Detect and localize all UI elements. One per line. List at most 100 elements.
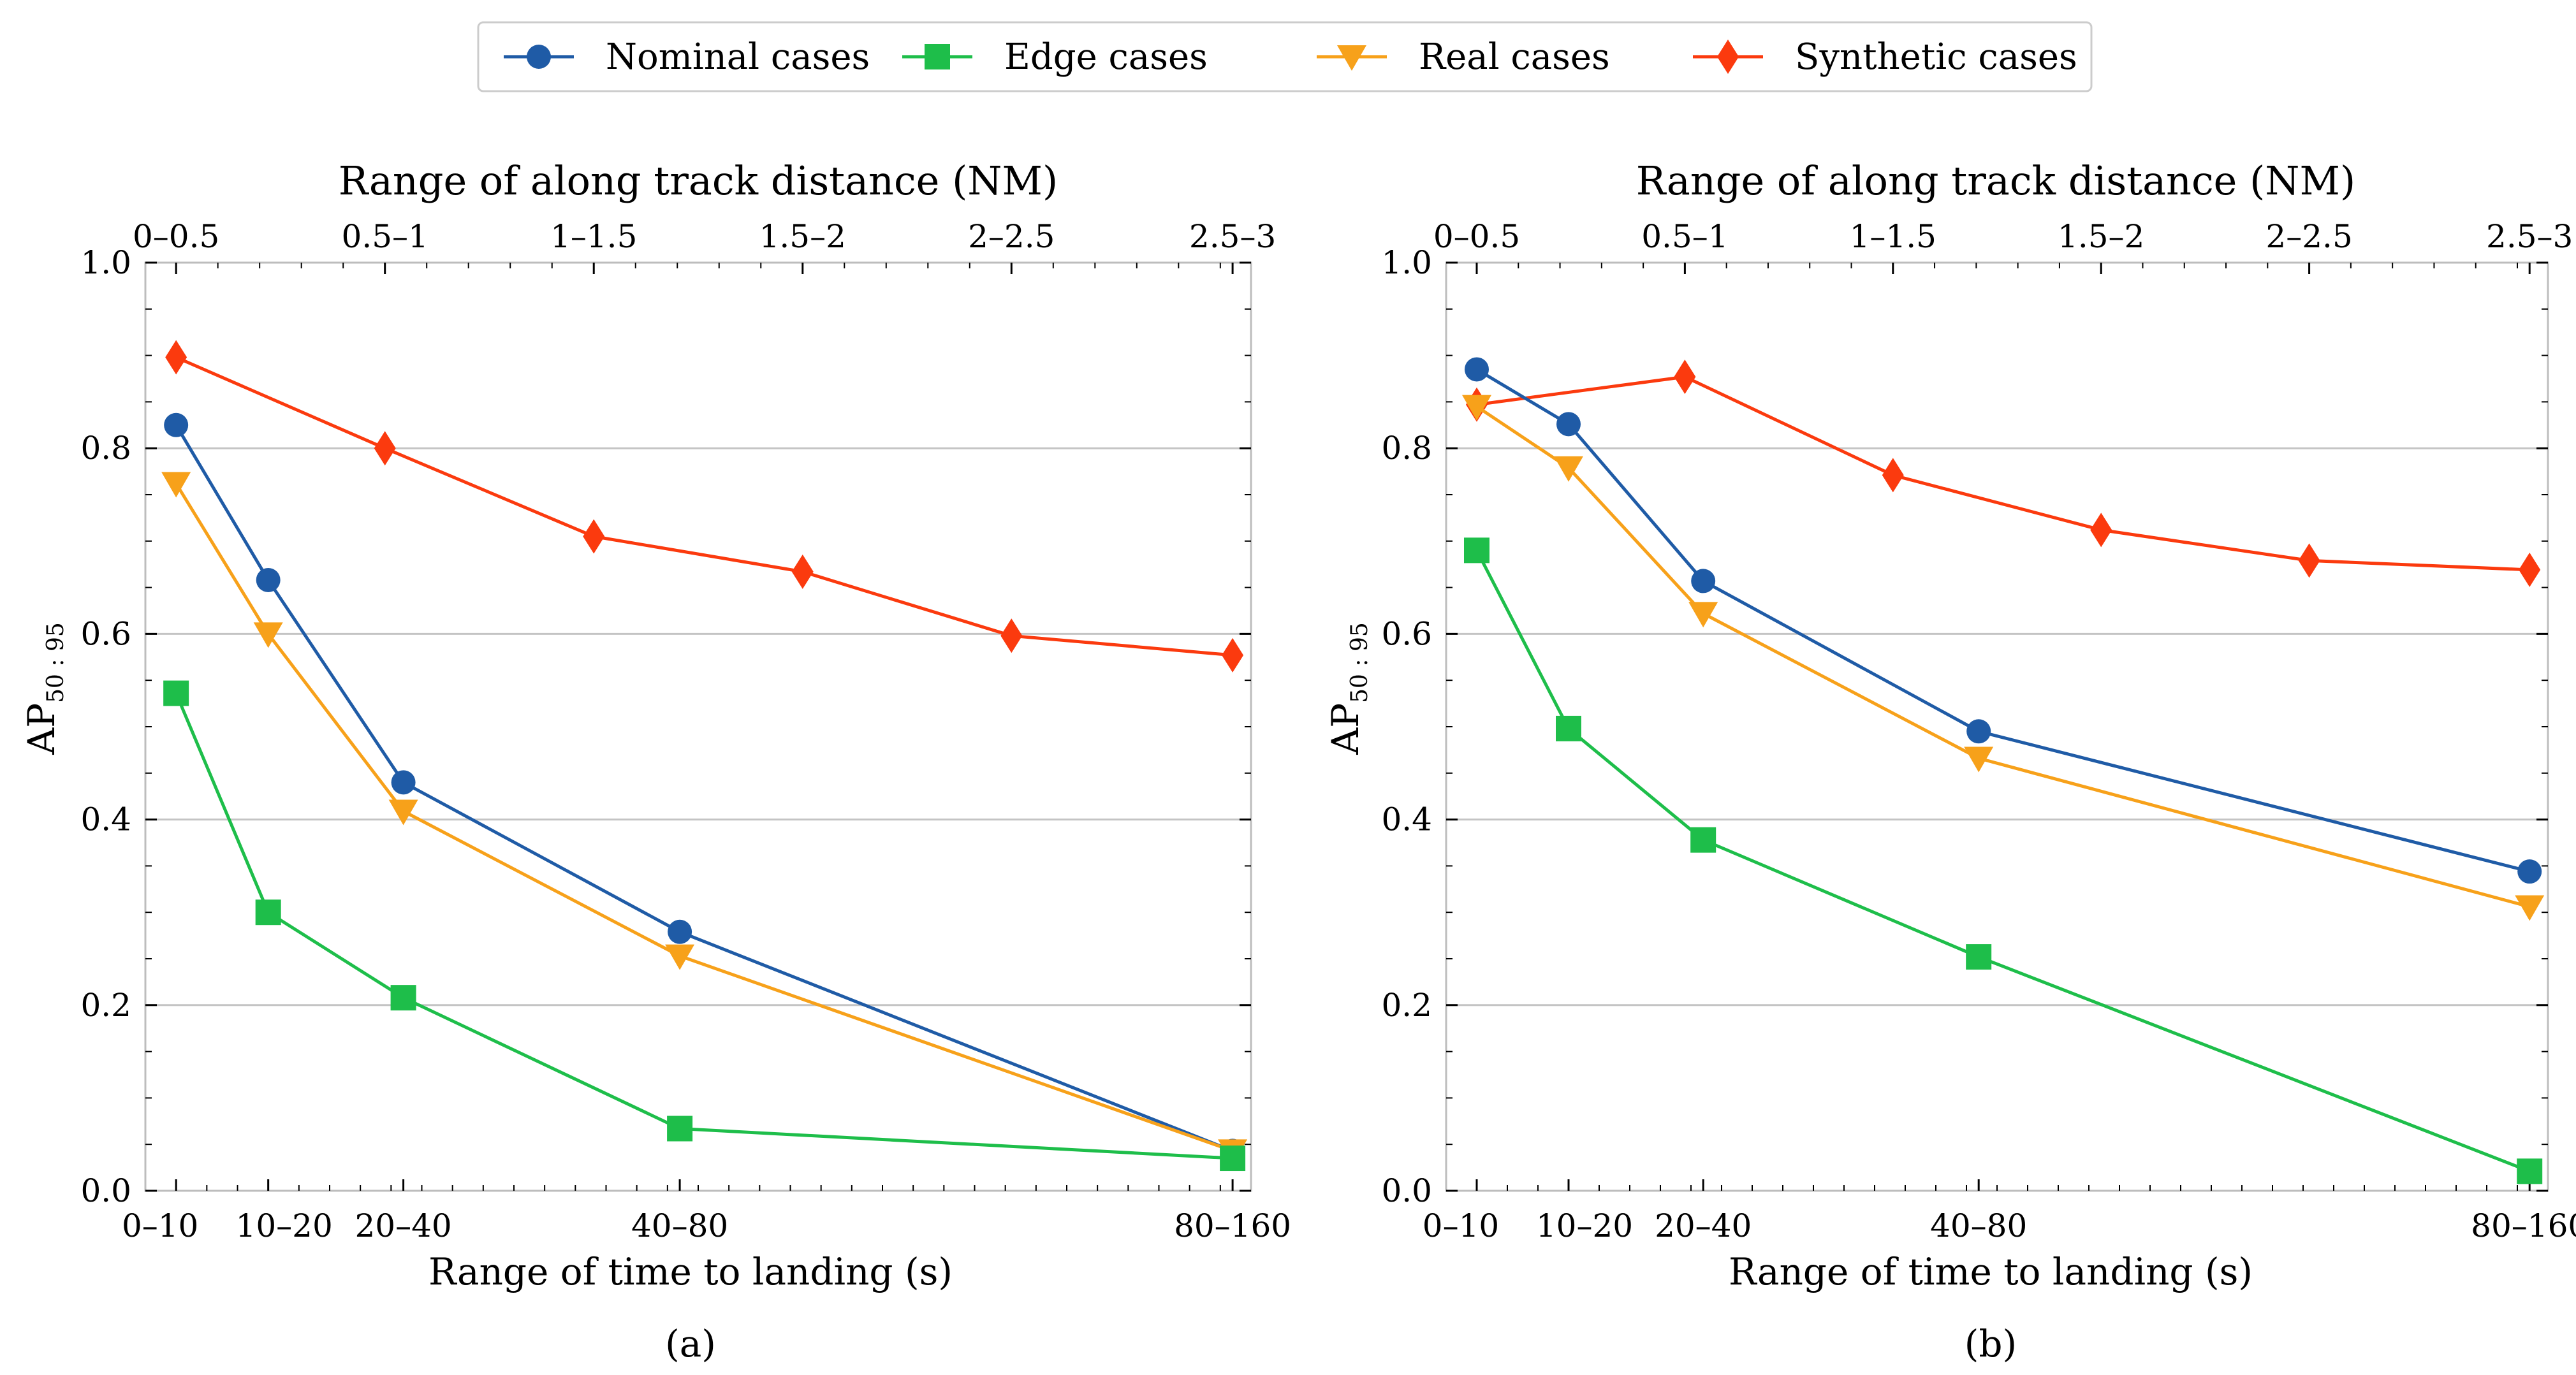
x-tick-label: 10–20 [236,1207,333,1244]
top-x-tick-label: 0.5–1 [1641,218,1728,255]
svg-text:AP50 : 95: AP50 : 95 [20,622,69,755]
y-tick-label: 0.4 [1381,801,1432,838]
data-point-synthetic-cases [165,340,187,375]
top-x-tick-label: 0–0.5 [133,218,219,255]
caption-a: (a) [665,1322,716,1365]
data-point-real-cases [253,622,283,648]
ticks-b: 0.0 0.2 0.4 0.6 0.8 1.0 0–10 10–20 20–40 40–80 80–… [1381,218,2576,1244]
legend: Nominal cases Edge cases Real cases Synthet… [477,21,2093,92]
y-tick-label: 1.0 [1381,244,1432,281]
data-point-edge-cases [1966,944,1992,970]
legend-marker-nominal-cases [527,45,551,69]
top-x-tick-label: 2–2.5 [968,218,1055,255]
y-axis-label-sub-b: 50 : 95 [1347,622,1373,703]
y-tick-label: 0.4 [80,801,131,838]
data-point-edge-cases [667,1116,693,1142]
x-tick-label: 20–40 [355,1207,451,1244]
y-tick-label: 0.6 [1381,615,1432,652]
plot-frame-b [1445,261,2549,1192]
data-point-real-cases [388,799,418,826]
data-point-synthetic-cases [2298,543,2320,578]
x-tick-label: 40–80 [1930,1207,2027,1244]
y-tick-label: 0.6 [80,615,131,652]
top-x-tick-label: 2–2.5 [2265,218,2352,255]
data-point-nominal-cases [668,919,692,944]
top-x-tick-label: 1–1.5 [550,218,637,255]
data-point-synthetic-cases [1882,458,1904,493]
y-tick-label: 0.2 [1381,987,1432,1024]
x-axis-label-a: Range of time to landing (s) [428,1250,953,1293]
legend-frame [477,21,2093,92]
ticks-a: 0.0 0.2 0.4 0.6 0.8 1.0 0–10 10–20 20–40 40–80 80–… [80,218,1291,1244]
data-point-nominal-cases [2517,859,2542,884]
top-x-tick-label: 1–1.5 [1850,218,1936,255]
y-tick-label: 0.8 [80,430,131,467]
data-point-nominal-cases [256,567,281,592]
x-tick-label: 80–160 [1174,1207,1291,1244]
grid-b [1446,261,2548,1192]
data-point-synthetic-cases [1000,618,1023,653]
y-tick-label: 0.0 [1381,1172,1432,1209]
plot-frame-a [144,261,1252,1192]
series-line-synthetic-cases [175,356,1233,657]
data-point-real-cases [161,472,191,498]
x-tick-label: 0–10 [122,1207,198,1244]
legend-marker-real-cases [1337,45,1366,71]
legend-label-real-cases: Real cases [1419,36,1610,78]
data-point-synthetic-cases [791,554,814,589]
data-point-edge-cases [163,680,189,706]
data-point-edge-cases [2517,1158,2543,1184]
panel-b: 0.0 0.2 0.4 0.6 0.8 1.0 0–10 10–20 20–40 40–80 80–… [1324,157,2576,1365]
data-point-real-cases [2515,895,2545,921]
legend-marker-synthetic-cases [1717,40,1739,74]
y-tick-label: 0.8 [1381,430,1432,467]
series-line-edge-cases [1475,549,2531,1173]
y-tick-label: 0.2 [80,987,131,1024]
plot-frame [1445,261,2549,1192]
data-point-edge-cases [1556,715,1581,741]
legend-label-edge-cases: Edge cases [1004,36,1208,78]
data-point-edge-cases [390,985,416,1011]
data-point-real-cases [1462,395,1491,421]
data-point-nominal-cases [391,770,416,795]
series-line-nominal-cases [175,424,1234,1153]
top-x-tick-label: 1.5–2 [759,218,846,255]
y-axis-label-a: AP50 : 95 [20,622,69,755]
x-tick-label: 10–20 [1536,1207,1633,1244]
data-point-real-cases [1688,602,1718,628]
x-tick-label: 0–10 [1423,1207,1499,1244]
series-line-real-cases [175,483,1233,1153]
top-x-tick-label: 1.5–2 [2058,218,2144,255]
top-x-tick-label: 2.5–3 [1189,218,1276,255]
x-tick-label: 20–40 [1655,1207,1752,1244]
data-point-synthetic-cases [1674,360,1696,395]
series-a [161,340,1248,1172]
legend-label-nominal-cases: Nominal cases [606,36,870,78]
legend-label-synthetic-cases: Synthetic cases [1795,36,2077,78]
top-x-tick-label: 0.5–1 [342,218,428,255]
data-point-nominal-cases [1966,719,1991,744]
x-axis-label-b: Range of time to landing (s) [1729,1250,2253,1293]
data-point-nominal-cases [164,412,189,437]
data-point-real-cases [1964,746,1994,773]
top-axis-label-a: Range of along track distance (NM) [339,157,1058,204]
data-point-synthetic-cases [583,519,605,554]
grid-a [145,261,1251,1192]
data-point-synthetic-cases [1222,637,1244,673]
data-point-real-cases [665,944,695,970]
data-point-synthetic-cases [374,431,396,466]
svg-text:AP50 : 95: AP50 : 95 [1324,622,1373,755]
series-line-synthetic-cases [1476,375,2530,572]
data-point-synthetic-cases [2519,552,2541,587]
series-b [1462,357,2545,1184]
y-axis-label-main-a: AP [20,703,63,755]
y-axis-label-main-b: AP [1324,703,1367,755]
y-axis-label-b: AP50 : 95 [1324,622,1373,755]
caption-b: (b) [1965,1322,2017,1365]
data-point-edge-cases [1220,1146,1246,1172]
top-axis-label-b: Range of along track distance (NM) [1636,157,2355,204]
data-point-nominal-cases [1691,569,1716,593]
data-point-nominal-cases [1465,357,1489,382]
data-point-nominal-cases [1556,412,1581,437]
x-tick-label: 80–160 [2471,1207,2576,1244]
